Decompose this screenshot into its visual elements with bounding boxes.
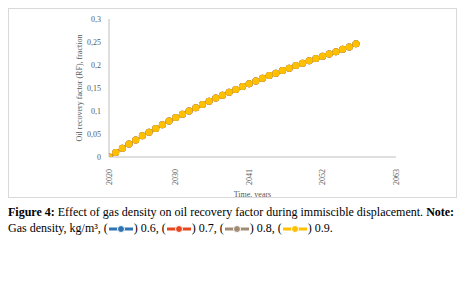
svg-text:2052: 2052 <box>318 169 327 185</box>
html-text:Gas density, kg/m³, (: Gas density, kg/m³, ( <box>8 221 108 235</box>
svg-text:Oil recovery factor (RF), frac: Oil recovery factor (RF), fraction <box>75 35 84 142</box>
svg-text:0,1: 0,1 <box>91 107 101 116</box>
svg-text:2041: 2041 <box>245 169 254 185</box>
svg-text:0,25: 0,25 <box>87 38 101 47</box>
svg-text:0,3: 0,3 <box>91 15 101 24</box>
svg-text:2063: 2063 <box>392 169 401 185</box>
html-text:) 0.6, (: ) 0.6, ( <box>133 221 166 235</box>
html-text:) 0.8, (: ) 0.8, ( <box>249 221 282 235</box>
svg-text:0: 0 <box>97 153 101 162</box>
html-text:) 0.7, (: ) 0.7, ( <box>191 221 224 235</box>
svg-text:0,05: 0,05 <box>87 130 101 139</box>
html-text:) 0.9.: ) 0.9. <box>307 221 333 235</box>
svg-text:0,2: 0,2 <box>91 61 101 70</box>
html-text:Figure 4: Effect of gas densit: Figure 4: Effect of gas density on oil r… <box>8 205 455 219</box>
svg-text:2020: 2020 <box>105 169 114 185</box>
svg-text:Time, years: Time, years <box>234 190 271 197</box>
svg-text:2030: 2030 <box>171 169 180 185</box>
svg-text:0,15: 0,15 <box>87 84 101 93</box>
